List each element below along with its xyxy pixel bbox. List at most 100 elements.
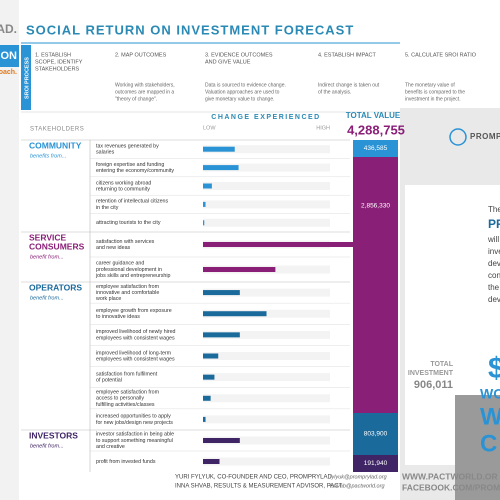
bar-track	[203, 163, 330, 172]
change-bar	[203, 242, 356, 247]
change-bar	[203, 267, 276, 272]
step-title: SCOPE, IDENTIFY	[35, 59, 83, 65]
total-value: 4,288,755	[347, 122, 405, 137]
outcome-text: professional development in	[96, 267, 162, 273]
outcome-text: satisfaction from fulfilment	[96, 371, 158, 377]
fragment: PR	[488, 217, 500, 231]
outcome-text: career guidance and	[96, 261, 144, 267]
outcome-text: improved livelihood of newly hired	[96, 329, 176, 335]
outcome-text: investor satisfaction in being able	[96, 432, 174, 438]
bar-track	[203, 415, 330, 424]
bar-track	[203, 182, 330, 190]
outcome-text: salaries	[96, 150, 115, 156]
step-text: Working with stakeholders,	[115, 82, 175, 88]
group-name: OPERATORS	[29, 282, 82, 292]
step-title: STAKEHOLDERS	[35, 66, 80, 72]
step-text: give monetary value to change.	[205, 96, 275, 102]
bar-track	[203, 352, 330, 360]
title: SOCIAL RETURN ON INVESTMENT FORECAST	[26, 22, 354, 37]
outcome-text: citizens working abroad	[96, 180, 151, 186]
step-title: AND GIVE VALUE	[205, 59, 251, 65]
group-value: 803,900	[364, 431, 388, 438]
investment-bar	[455, 395, 500, 500]
outcome-text: of potential	[96, 378, 122, 384]
outcome-text: retention of intellectual citizens	[96, 199, 168, 205]
outcome-text: entering the economy/community	[96, 168, 174, 174]
step-title: 2. MAP OUTCOMES	[115, 52, 167, 58]
column-label: STAKEHOLDERS	[30, 127, 84, 133]
left-band	[0, 45, 19, 67]
change-bar	[203, 220, 205, 226]
url: WWW.PACTWORLD.OR	[402, 471, 498, 481]
value-block	[353, 455, 398, 472]
change-bar	[203, 438, 240, 443]
group-sub: benefit from...	[30, 254, 64, 260]
investment-value: 906,011	[414, 379, 453, 391]
value-block	[353, 413, 398, 455]
step-text: Indirect change is taken out	[318, 82, 380, 88]
bar-track	[203, 394, 330, 403]
step-text: benefits is compared to the	[405, 89, 465, 95]
group-sub: benefit from...	[30, 443, 64, 449]
fragment: dev	[488, 295, 500, 304]
logo: PROMPRYL	[470, 132, 500, 141]
group-name: SERVICE	[29, 232, 66, 242]
scale-label: LOW	[203, 125, 216, 131]
bar-track	[203, 145, 330, 154]
fragment: con	[488, 271, 500, 280]
outcome-text: in the city	[96, 205, 119, 211]
outcome-text: and creative	[96, 444, 125, 450]
step-title: 1. ESTABLISH	[35, 52, 71, 58]
step-title: 4. ESTABLISH IMPACT	[318, 52, 377, 58]
step-text: investment in the project.	[405, 96, 461, 102]
outcome-text: increased opportunities to apply	[96, 414, 171, 420]
outcome-text: work place	[96, 296, 121, 302]
bar-track	[203, 288, 330, 297]
fragment: will	[487, 235, 499, 244]
url: FACEBOOK.COM/PROMPRYLAD	[402, 482, 500, 492]
outcome-text: to support something meaningful	[96, 438, 173, 444]
step-title: 3. EVIDENCE OUTCOMES	[205, 52, 273, 58]
process-band	[21, 45, 31, 110]
fragment: AD.	[0, 22, 17, 36]
change-bar	[203, 290, 240, 296]
change-bar	[203, 374, 215, 380]
email: ishvab@pactworld.org	[330, 483, 385, 489]
outcome-text: to innovative ideas	[96, 314, 140, 320]
step-text: "theory of change".	[115, 96, 157, 102]
bar-track	[203, 373, 330, 382]
change-bar	[203, 201, 206, 207]
group-name: CONSUMERS	[29, 241, 85, 251]
bar-track	[203, 218, 330, 227]
change-bar	[203, 165, 239, 171]
logo-mark	[449, 128, 467, 146]
big-fragment: C	[480, 430, 497, 457]
change-bar	[203, 146, 235, 152]
scale-label: HIGH	[316, 125, 330, 131]
bar-track	[203, 200, 330, 209]
group-name: COMMUNITY	[29, 140, 82, 150]
change-bar	[203, 311, 267, 317]
fragment: the	[488, 283, 500, 292]
bar-track	[203, 436, 330, 445]
group-name: INVESTORS	[29, 430, 78, 440]
step-text: Data is sourced to evidence change.	[205, 82, 286, 88]
outcome-text: employees with consistent wages	[96, 335, 175, 341]
group-value: 2,856,330	[361, 203, 390, 210]
outcome-text: foreign expertise and funding	[96, 162, 164, 168]
investment-label: INVESTMENT	[408, 370, 454, 377]
big-fragment: $1	[488, 352, 500, 385]
outcome-text: profit from invested funds	[96, 459, 156, 465]
big-fragment: W	[480, 403, 500, 430]
change-bar	[203, 459, 220, 464]
step-text: Valuation approaches are used to	[205, 89, 280, 95]
outcome-text: access to personally	[96, 396, 144, 402]
outcome-text: employee satisfaction from	[96, 389, 160, 395]
bar-track	[203, 457, 330, 466]
outcome-text: employee growth from exposure	[96, 308, 172, 314]
column-label: TOTAL VALUE	[346, 111, 401, 120]
value-block	[353, 157, 398, 413]
change-bar	[203, 395, 211, 401]
step-title: 5. CALCULATE SROI RATIO	[405, 52, 477, 58]
